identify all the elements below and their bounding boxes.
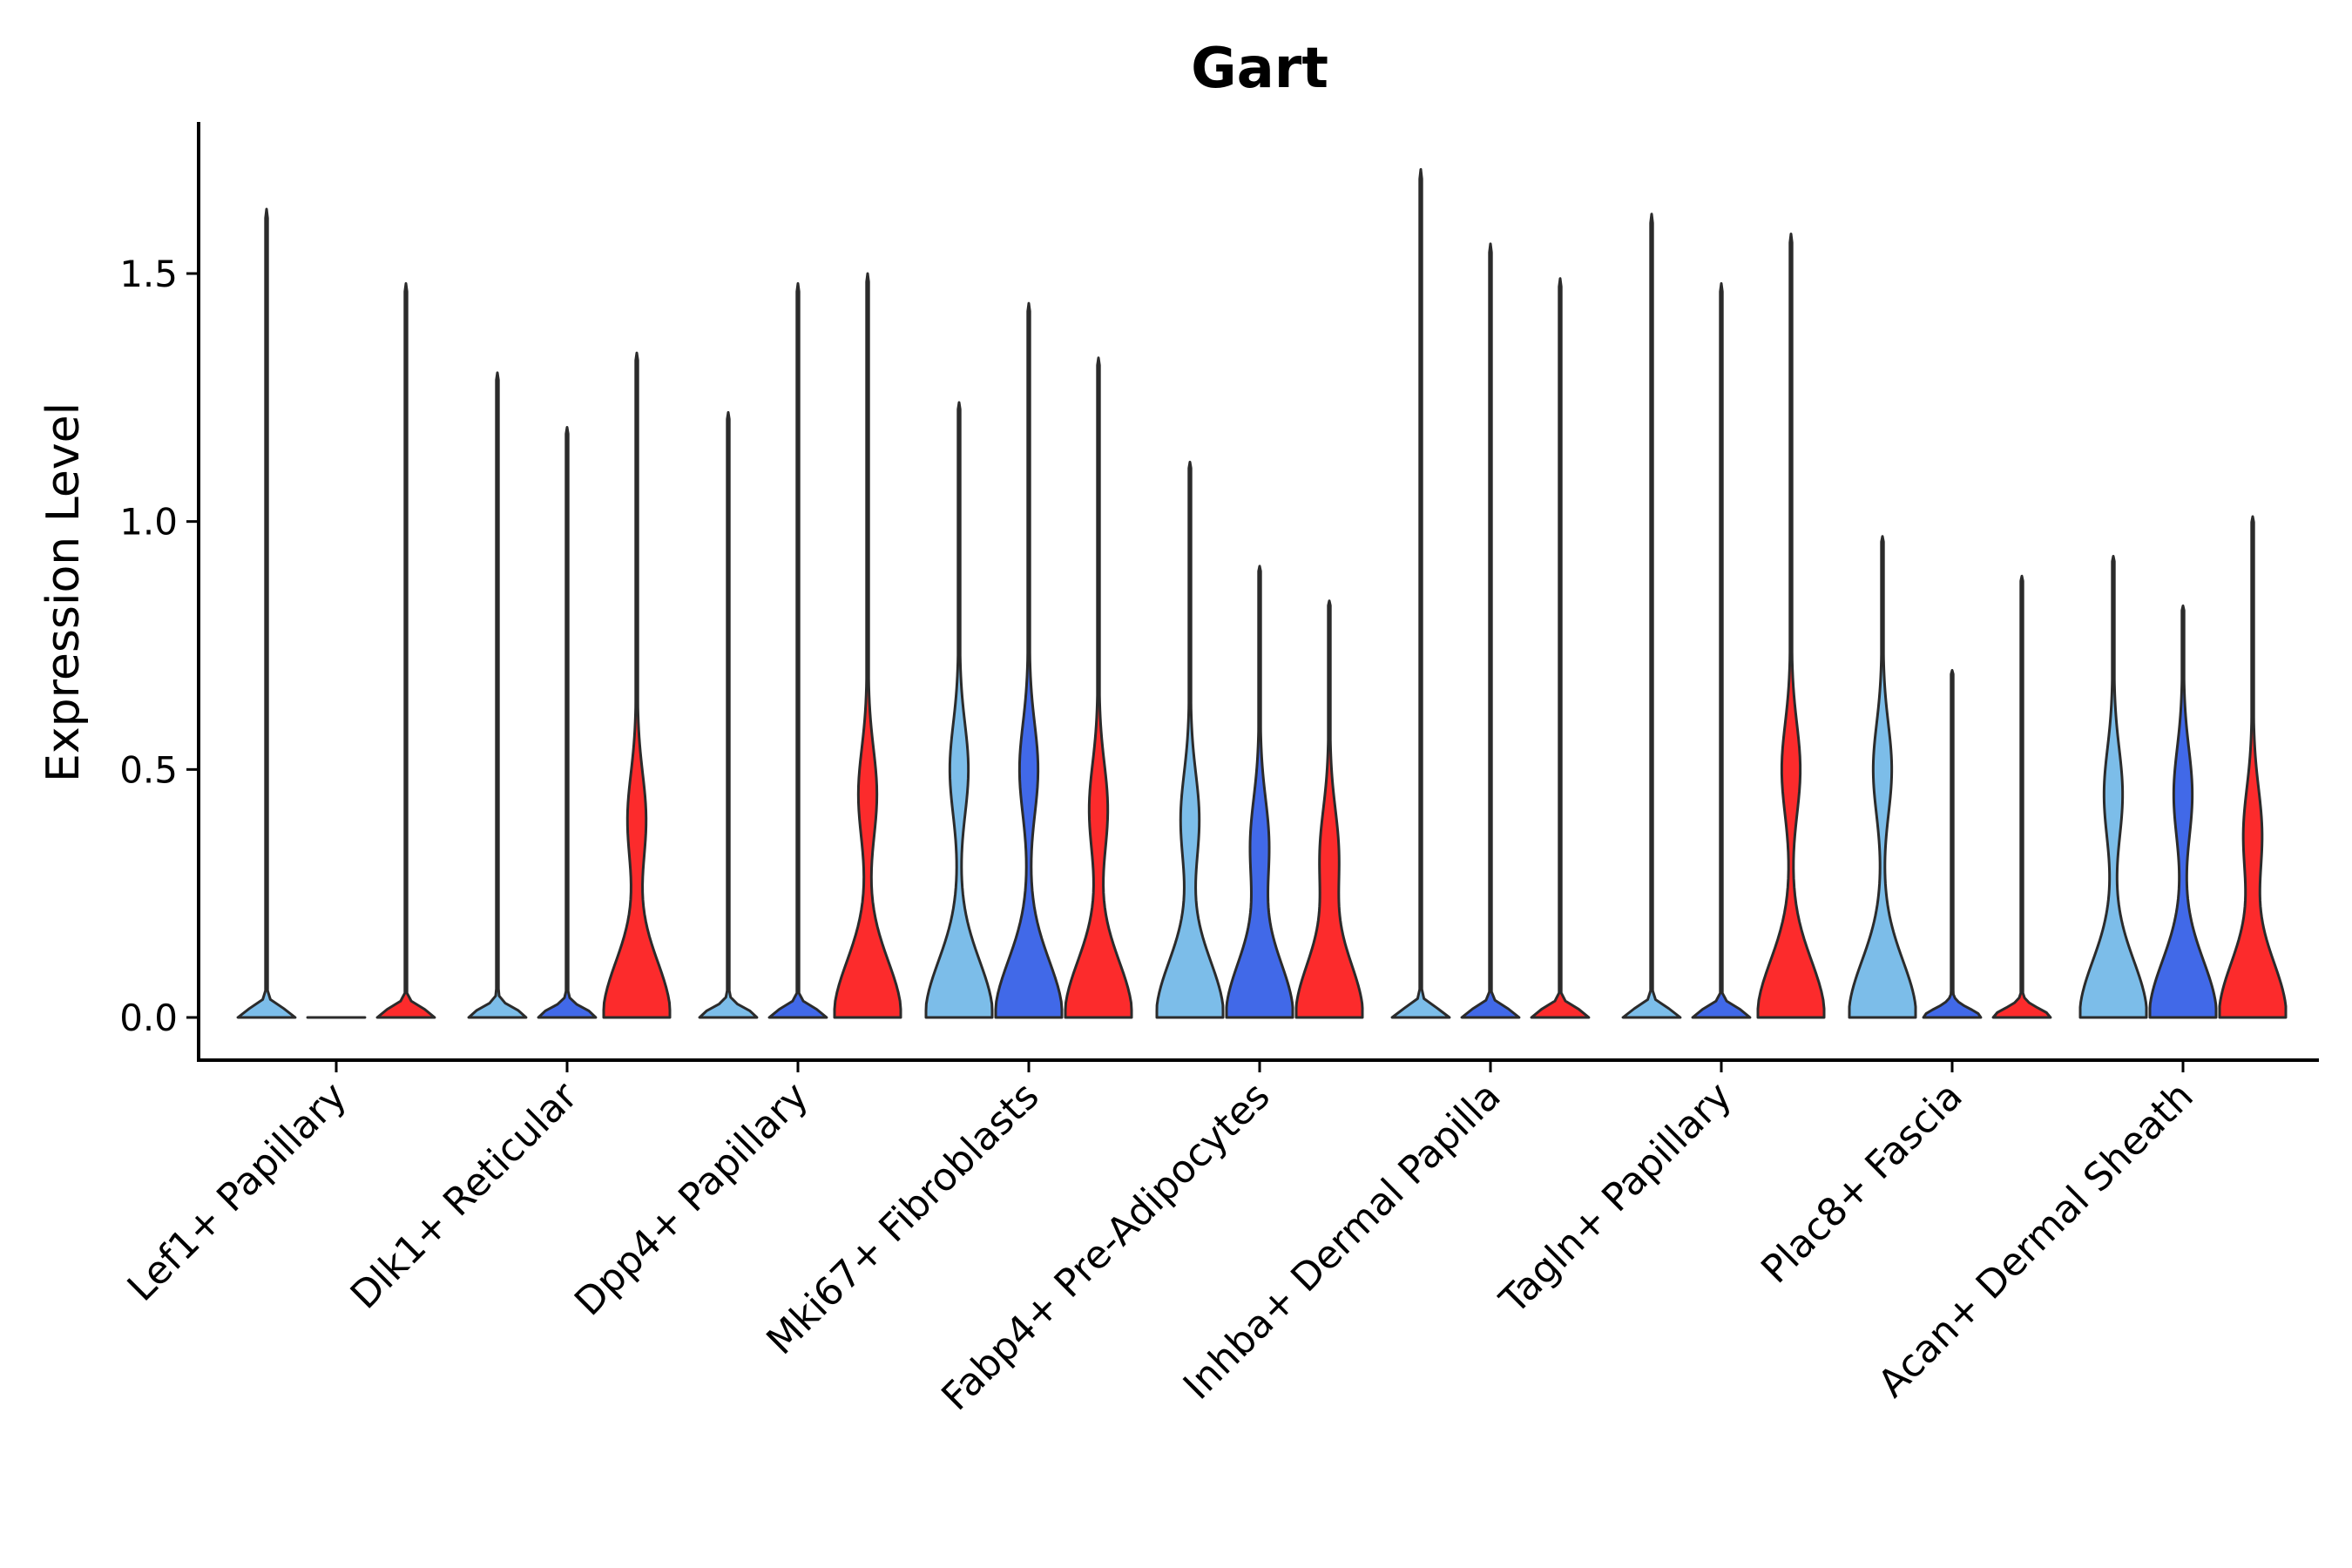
violin-5-1 (1155, 460, 1225, 1019)
violin-9-2 (2148, 604, 2218, 1019)
violin-9-1 (2078, 555, 2148, 1019)
violin-6-3 (1530, 277, 1591, 1019)
violin-3-3 (833, 272, 902, 1019)
violin-8-1 (1848, 535, 1917, 1019)
y-tick-label-2: 1.0 (119, 501, 178, 544)
chart-title: Gart (1191, 37, 1328, 101)
y-tick-label-1: 0.5 (119, 748, 178, 791)
x-category-label-2: Dpp4+ Papillary (566, 1074, 817, 1325)
violin-2-2 (537, 425, 598, 1019)
y-tick-label-0: 0.0 (119, 997, 178, 1039)
y-axis-label: Expression Level (37, 402, 90, 782)
violin-5-2 (1225, 564, 1294, 1019)
violin-3-1 (698, 410, 759, 1019)
violin-4-2 (994, 301, 1064, 1019)
violin-1-3 (375, 281, 436, 1019)
violin-9-3 (2218, 515, 2288, 1019)
y-tick-label-3: 1.5 (119, 253, 178, 295)
violin-4-3 (1064, 356, 1133, 1019)
violins-layer (236, 167, 2288, 1019)
x-category-label-7: Plac8+ Fascia (1753, 1074, 1971, 1293)
violin-2-3 (602, 351, 672, 1019)
violin-3-2 (767, 281, 828, 1019)
violin-1-1 (236, 207, 297, 1019)
x-category-label-1: Dlk1+ Reticular (342, 1073, 587, 1318)
x-category-label-0: Lef1+ Papillary (119, 1074, 355, 1310)
x-category-label-6: Tagln+ Papillary (1491, 1074, 1740, 1323)
violin-8-2 (1922, 668, 1983, 1019)
violin-7-1 (1621, 213, 1682, 1019)
violin-6-2 (1460, 242, 1521, 1019)
violin-2-1 (467, 371, 528, 1019)
violin-6-1 (1390, 167, 1451, 1019)
violin-5-3 (1294, 599, 1364, 1019)
violin-4-1 (924, 401, 994, 1019)
violin-8-3 (1991, 574, 2052, 1019)
violin-7-3 (1756, 232, 1826, 1019)
violin-7-2 (1691, 281, 1752, 1019)
